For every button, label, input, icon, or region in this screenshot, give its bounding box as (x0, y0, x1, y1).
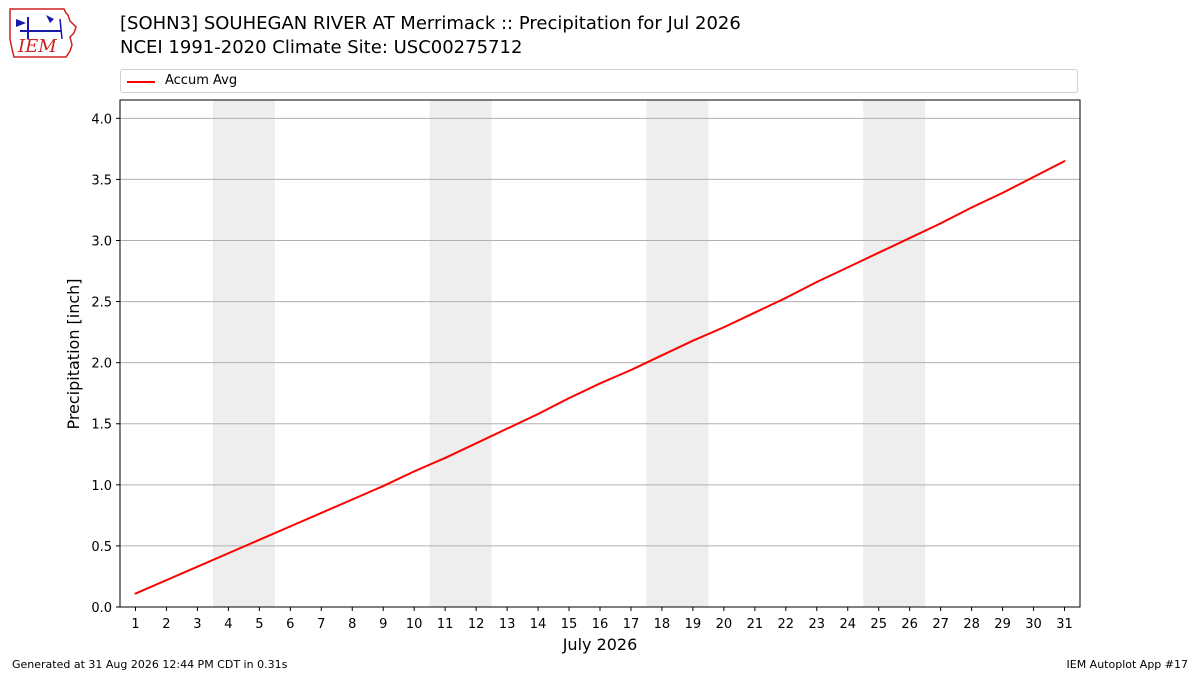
iem-logo-text: IEM (17, 36, 57, 57)
x-tick-label-15: 15 (561, 617, 578, 632)
data-point-day-23 (815, 281, 818, 284)
x-tick-label-18: 18 (654, 617, 671, 632)
weekend-band-4 (863, 100, 926, 607)
x-tick-label-5: 5 (255, 617, 263, 632)
data-point-day-10 (413, 470, 416, 473)
data-point-day-5 (258, 538, 261, 541)
y-tick-label-0: 0.0 (91, 601, 112, 616)
x-tick-label-3: 3 (193, 617, 201, 632)
data-point-day-30 (1032, 175, 1035, 178)
plot-area-frame (119, 99, 1081, 608)
x-tick-label-12: 12 (468, 617, 485, 632)
data-point-day-7 (320, 511, 323, 514)
data-point-day-20 (722, 326, 725, 329)
x-tick-label-4: 4 (224, 617, 232, 632)
data-point-day-11 (444, 456, 447, 459)
y-axis-label: Precipitation [inch] (64, 278, 83, 429)
chart-subtitle: NCEI 1991-2020 Climate Site: USC00275712 (120, 37, 523, 58)
x-tick-label-13: 13 (499, 617, 516, 632)
data-point-day-19 (691, 339, 694, 342)
data-point-day-21 (753, 311, 756, 314)
x-tick-label-26: 26 (901, 617, 918, 632)
data-point-day-26 (908, 237, 911, 240)
data-point-day-18 (660, 354, 663, 357)
y-tick-label-8: 4.0 (91, 112, 112, 127)
y-tick-label-1: 0.5 (91, 540, 112, 555)
x-tick-label-30: 30 (1025, 617, 1042, 632)
x-tick-label-9: 9 (379, 617, 387, 632)
x-tick-label-14: 14 (530, 617, 547, 632)
y-tick-label-2: 1.0 (91, 479, 112, 494)
series-line-accum-avg (135, 160, 1065, 595)
data-point-day-15 (568, 397, 571, 400)
y-tick-label-5: 2.5 (91, 296, 112, 311)
x-tick-label-16: 16 (592, 617, 609, 632)
x-tick-label-8: 8 (348, 617, 356, 632)
data-point-day-13 (506, 427, 509, 430)
data-point-day-6 (289, 525, 292, 528)
data-point-day-27 (939, 222, 942, 225)
y-tick-label-4: 2.0 (91, 357, 112, 372)
x-tick-label-29: 29 (994, 617, 1011, 632)
x-tick-label-22: 22 (778, 617, 795, 632)
data-point-day-1 (134, 592, 137, 595)
x-tick-label-2: 2 (162, 617, 170, 632)
x-tick-label-19: 19 (685, 617, 702, 632)
data-point-day-2 (165, 579, 168, 582)
x-tick-label-1: 1 (131, 617, 139, 632)
x-tick-label-6: 6 (286, 617, 294, 632)
data-point-day-28 (970, 206, 973, 209)
x-tick-label-25: 25 (870, 617, 887, 632)
x-tick-label-10: 10 (406, 617, 423, 632)
chart-title: [SOHN3] SOUHEGAN RIVER AT Merrimack :: P… (120, 13, 741, 34)
weekend-band-3 (646, 100, 709, 607)
data-point-day-12 (475, 442, 478, 445)
x-tick-label-23: 23 (809, 617, 826, 632)
x-tick-label-28: 28 (963, 617, 980, 632)
legend-label-accum-avg: Accum Avg (165, 73, 238, 88)
y-tick-label-7: 3.5 (91, 173, 112, 188)
iem-logo: IEM (9, 8, 77, 58)
data-point-day-4 (227, 552, 230, 555)
data-point-day-16 (599, 382, 601, 385)
data-point-day-8 (351, 498, 354, 501)
x-tick-label-20: 20 (716, 617, 733, 632)
chart-legend: Accum Avg (120, 69, 1078, 93)
data-point-day-17 (629, 368, 632, 371)
data-point-day-22 (784, 296, 787, 299)
y-tick-label-3: 1.5 (91, 418, 112, 433)
data-point-day-29 (1001, 191, 1004, 194)
data-point-day-31 (1063, 160, 1066, 163)
x-tick-label-21: 21 (747, 617, 764, 632)
x-tick-label-27: 27 (932, 617, 949, 632)
data-point-day-24 (846, 266, 849, 269)
x-tick-label-7: 7 (317, 617, 325, 632)
weekend-band-2 (429, 100, 492, 607)
x-tick-label-31: 31 (1056, 617, 1073, 632)
y-tick-label-6: 3.0 (91, 234, 112, 249)
legend-swatch-accum-avg (127, 81, 155, 83)
data-point-day-14 (537, 412, 540, 415)
data-point-day-25 (877, 251, 880, 254)
x-tick-label-17: 17 (623, 617, 640, 632)
data-point-day-3 (196, 565, 199, 568)
x-tick-label-11: 11 (437, 617, 454, 632)
generated-timestamp: Generated at 31 Aug 2026 12:44 PM CDT in… (12, 658, 288, 671)
app-credit: IEM Autoplot App #17 (1066, 658, 1189, 671)
x-tick-label-24: 24 (839, 617, 856, 632)
data-point-day-9 (382, 485, 385, 488)
iowa-state-outline-icon (9, 8, 77, 58)
weekend-band-1 (212, 100, 275, 607)
x-axis-label: July 2026 (562, 635, 638, 654)
